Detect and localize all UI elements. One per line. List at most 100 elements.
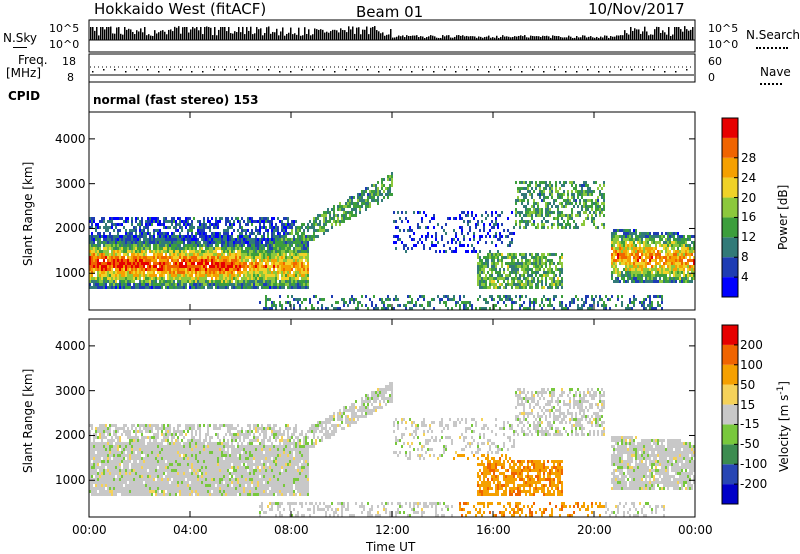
pixel — [431, 298, 433, 301]
pixel — [159, 280, 161, 283]
pixel — [157, 268, 159, 271]
nsky-bar — [412, 35, 414, 40]
nsky-bar — [250, 26, 252, 40]
pixel — [675, 262, 677, 265]
pixel — [245, 253, 247, 256]
pixel — [273, 241, 275, 244]
pixel — [271, 307, 273, 310]
pixel — [459, 241, 461, 244]
pixel — [105, 427, 107, 430]
nsky-bar — [344, 30, 346, 40]
pixel — [693, 250, 695, 253]
pixel — [667, 280, 669, 283]
pixel — [547, 274, 549, 277]
pixel — [93, 244, 95, 247]
pixel — [471, 250, 473, 253]
pixel — [307, 274, 309, 277]
pixel — [673, 253, 675, 256]
pixel — [131, 277, 133, 280]
pixel — [225, 265, 227, 268]
pixel — [331, 208, 333, 211]
pixel — [189, 223, 191, 226]
pixel — [389, 304, 391, 307]
pixel — [301, 274, 303, 277]
pixel — [301, 253, 303, 256]
pixel — [89, 469, 91, 472]
pixel — [387, 196, 389, 199]
pixel — [263, 250, 265, 253]
pixel — [475, 223, 477, 226]
pixel — [261, 286, 263, 289]
pixel — [307, 235, 309, 238]
pixel — [679, 262, 681, 265]
pixel — [629, 268, 631, 271]
pixel — [509, 265, 511, 268]
nsky-bar — [246, 27, 248, 40]
nsky-bar — [666, 34, 668, 40]
pixel — [591, 298, 593, 301]
pixel — [361, 304, 363, 307]
pixel — [125, 277, 127, 280]
pixel — [263, 259, 265, 262]
nsky-bar — [462, 35, 464, 40]
pixel — [549, 214, 551, 217]
pixel — [197, 274, 199, 277]
pixel — [541, 211, 543, 214]
pixel — [655, 295, 657, 298]
nsky-bar — [526, 37, 528, 40]
pixel — [389, 190, 391, 193]
pixel — [647, 238, 649, 241]
pixel — [289, 277, 291, 280]
nsky-bar — [416, 35, 418, 40]
pixel — [265, 304, 267, 307]
pixel — [455, 250, 457, 253]
pixel — [589, 211, 591, 214]
nsky-bar — [312, 34, 314, 40]
pixel — [489, 268, 491, 271]
pixel — [539, 262, 541, 265]
pixel — [623, 277, 625, 280]
pixel — [205, 262, 207, 265]
pixel — [577, 226, 579, 229]
nsky-bar — [598, 37, 600, 40]
pixel — [233, 238, 235, 241]
pixel — [103, 217, 105, 220]
pixel — [365, 295, 367, 298]
pixel — [89, 250, 91, 253]
pixel — [405, 211, 407, 214]
pixel — [541, 274, 543, 277]
pixel — [263, 232, 265, 235]
pixel — [159, 241, 161, 244]
pixel — [511, 307, 513, 310]
pixel — [279, 259, 281, 262]
pixel — [99, 238, 101, 241]
pixel — [209, 271, 211, 274]
pixel — [675, 253, 677, 256]
pixel — [677, 274, 679, 277]
pixel — [211, 235, 213, 238]
pixel — [521, 304, 523, 307]
pixel — [613, 280, 615, 283]
pixel — [685, 277, 687, 280]
pixel — [649, 280, 651, 283]
pixel — [479, 271, 481, 274]
pixel — [641, 277, 643, 280]
pixel — [287, 268, 289, 271]
pixel — [635, 268, 637, 271]
pixel — [561, 184, 563, 187]
pixel — [639, 241, 641, 244]
pixel — [225, 286, 227, 289]
pixel — [105, 238, 107, 241]
pixel — [679, 241, 681, 244]
nsky-bar — [302, 35, 304, 40]
pixel — [571, 184, 573, 187]
pixel — [431, 235, 433, 238]
nsky-bar — [288, 32, 290, 40]
pixel — [91, 469, 93, 472]
pixel — [255, 274, 257, 277]
pixel — [521, 268, 523, 271]
pixel — [283, 226, 285, 229]
pixel — [641, 256, 643, 259]
pixel — [395, 247, 397, 250]
pixel — [381, 199, 383, 202]
